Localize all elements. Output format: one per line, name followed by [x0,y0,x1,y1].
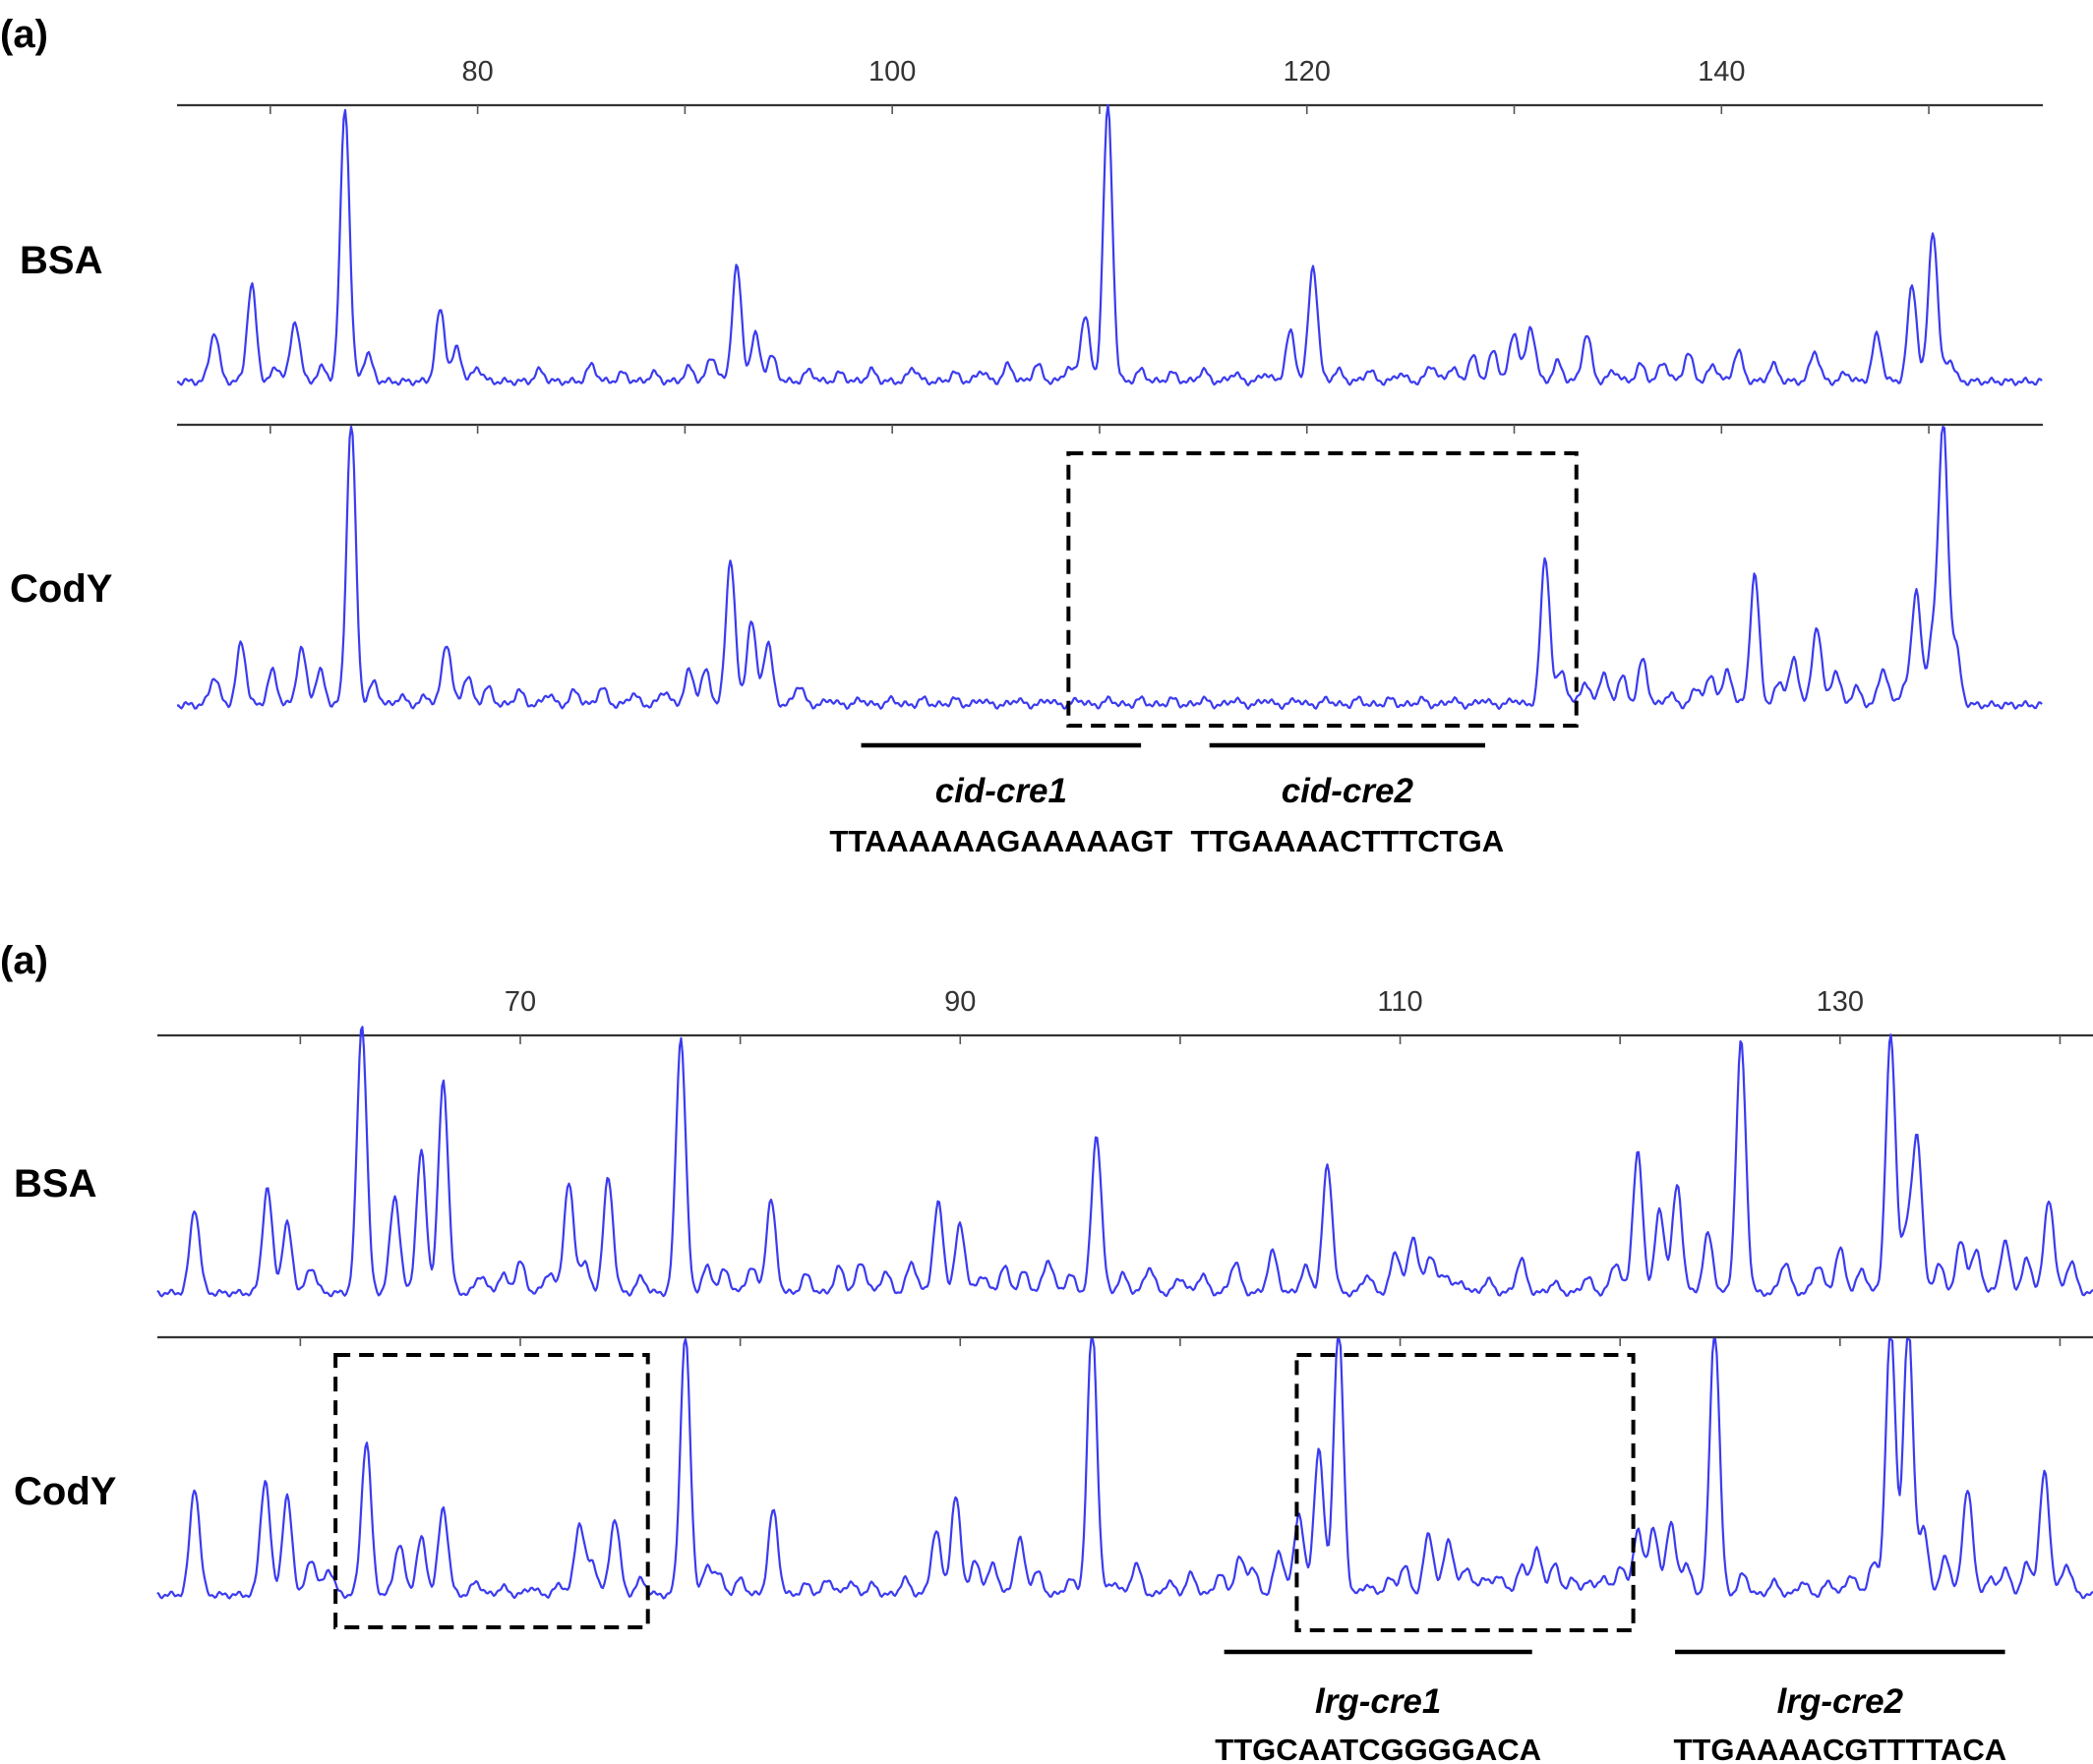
site-name-lrg-cre2: lrg-cre2 [1777,1682,1904,1721]
panel-label: (a) [0,939,48,982]
row-label-bsa: BSA [14,1162,96,1205]
trace-cody [176,425,2043,711]
protected-region-box-2 [1294,1353,1636,1632]
site-sequence-cid-cre2: TTGAAAACTTTCTGA [1191,824,1505,858]
x-axis-ticks-cody [299,1337,2062,1346]
trace-bsa [156,1026,2093,1298]
x-axis-ticks-cody [269,425,1930,434]
x-axis-ticks [299,1035,2062,1044]
site-name-cid-cre2: cid-cre2 [1282,772,1414,810]
row-label-cody: CodY [10,567,113,611]
x-tick-label: 90 [944,986,976,1018]
x-tick-label: 100 [868,56,916,88]
site-name-cid-cre1: cid-cre1 [935,772,1067,810]
x-axis-ticks [269,105,1930,114]
x-tick-label: 80 [461,56,493,88]
site-sequence-lrg-cre1: TTGCAATCGGGGACA [1215,1733,1541,1764]
panel-lrg: (a) 70 90 110 130 BSA CodY lrg-cre1 TTGCAAT… [0,939,2093,1764]
x-axis-tick-labels: 80 100 120 140 [461,56,1745,88]
trace-bsa [176,103,2043,386]
x-tick-label: 120 [1284,56,1331,88]
protected-region-box [1066,451,1579,728]
x-tick-label: 110 [1377,986,1422,1018]
x-tick-label: 140 [1698,56,1745,88]
x-axis-tick-labels: 70 90 110 130 [505,986,1864,1018]
x-tick-label: 130 [1817,986,1864,1018]
site-sequence-cid-cre1: TTAAAAAAGAAAAAGT [829,824,1172,858]
panel-cid: (a) 80 100 120 140 BSA CodY cid-cre1 TTAAAA… [0,13,2043,858]
site-sequence-lrg-cre2: TTGAAAACGTTTTACA [1673,1733,2006,1764]
row-label-cody: CodY [14,1470,117,1513]
panel-label: (a) [0,13,48,56]
trace-cody [156,1337,2093,1600]
site-name-lrg-cre1: lrg-cre1 [1315,1682,1441,1721]
row-label-bsa: BSA [20,239,102,282]
protected-region-box-1 [333,1353,650,1629]
x-tick-label: 70 [505,986,536,1018]
